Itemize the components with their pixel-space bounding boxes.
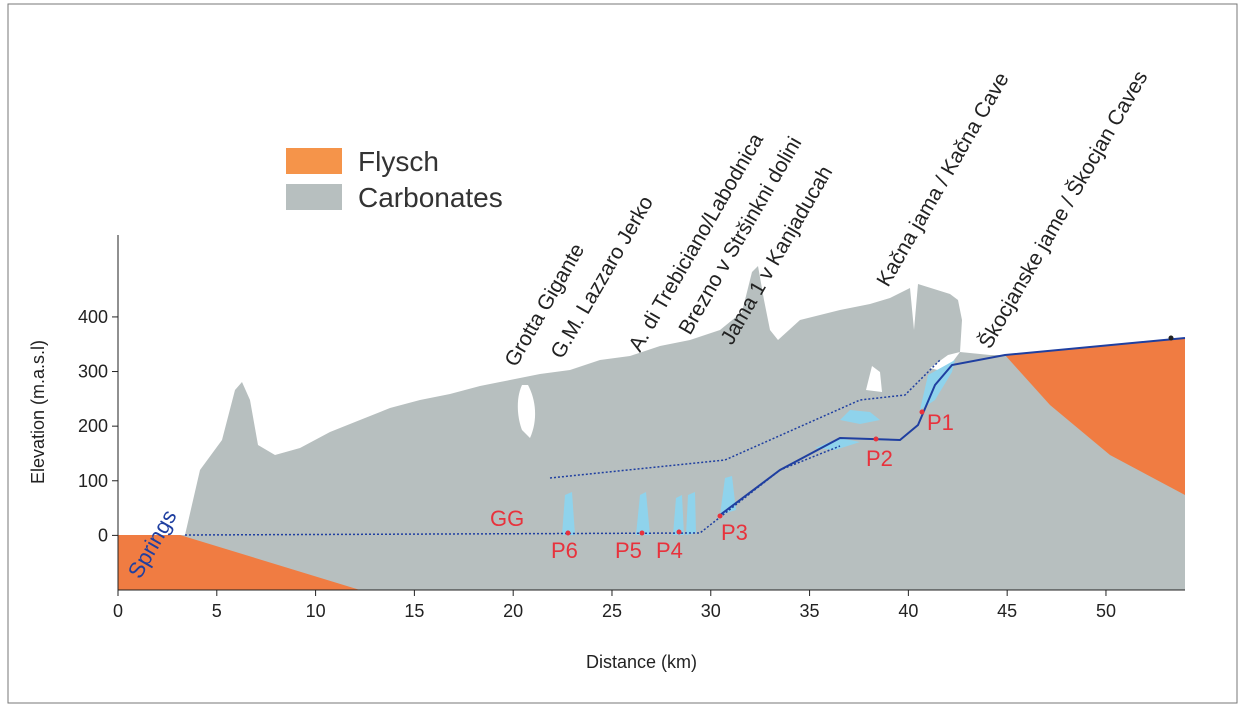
flysch	[118, 535, 360, 590]
x-tick-label: 30	[701, 601, 721, 621]
x-tick-label: 0	[113, 601, 123, 621]
point-label: P5	[615, 538, 642, 563]
x-tick-label: 50	[1096, 601, 1116, 621]
x-tick-label: 35	[800, 601, 820, 621]
x-tick-label: 5	[212, 601, 222, 621]
flow-path	[549, 359, 941, 479]
x-tick-label: 15	[404, 601, 424, 621]
point-label: P3	[721, 520, 748, 545]
carbonates	[118, 266, 1185, 590]
void	[866, 366, 882, 392]
legend-swatch	[286, 184, 342, 210]
point-label: GG	[490, 506, 524, 531]
y-tick-label: 100	[78, 471, 108, 491]
point-label: P6	[551, 538, 578, 563]
y-tick-label: 400	[78, 307, 108, 327]
x-tick-label: 25	[602, 601, 622, 621]
sample-point	[565, 530, 571, 536]
point-label: P1	[927, 410, 954, 435]
flysch	[1005, 338, 1185, 495]
sample-point	[639, 530, 645, 536]
cave	[562, 492, 575, 535]
cave	[815, 438, 860, 450]
y-tick-label: 200	[78, 416, 108, 436]
sample-point	[873, 436, 879, 442]
x-tick-label: 10	[306, 601, 326, 621]
sample-point	[717, 513, 723, 519]
y-axis-title: Elevation (m.a.s.l)	[28, 340, 48, 484]
x-axis-title: Distance (km)	[586, 652, 697, 672]
marker	[1168, 335, 1174, 341]
void	[930, 352, 960, 372]
void	[517, 385, 536, 438]
legend-label: Flysch	[358, 146, 439, 177]
cave	[840, 410, 880, 424]
main-conduit	[719, 337, 1186, 516]
sample-point	[676, 529, 682, 535]
y-tick-label: 300	[78, 362, 108, 382]
flow-path	[184, 445, 841, 536]
y-tick-label: 0	[98, 525, 108, 545]
cave	[673, 495, 684, 535]
x-tick-label: 45	[997, 601, 1017, 621]
legend-label: Carbonates	[358, 182, 503, 213]
legend-swatch	[286, 148, 342, 174]
point-label: P4	[656, 538, 683, 563]
x-tick-label: 20	[503, 601, 523, 621]
sample-points	[565, 409, 925, 536]
point-label: P2	[866, 446, 893, 471]
cave	[686, 492, 696, 535]
sample-point	[919, 409, 925, 415]
x-tick-label: 40	[898, 601, 918, 621]
cave	[636, 492, 650, 535]
